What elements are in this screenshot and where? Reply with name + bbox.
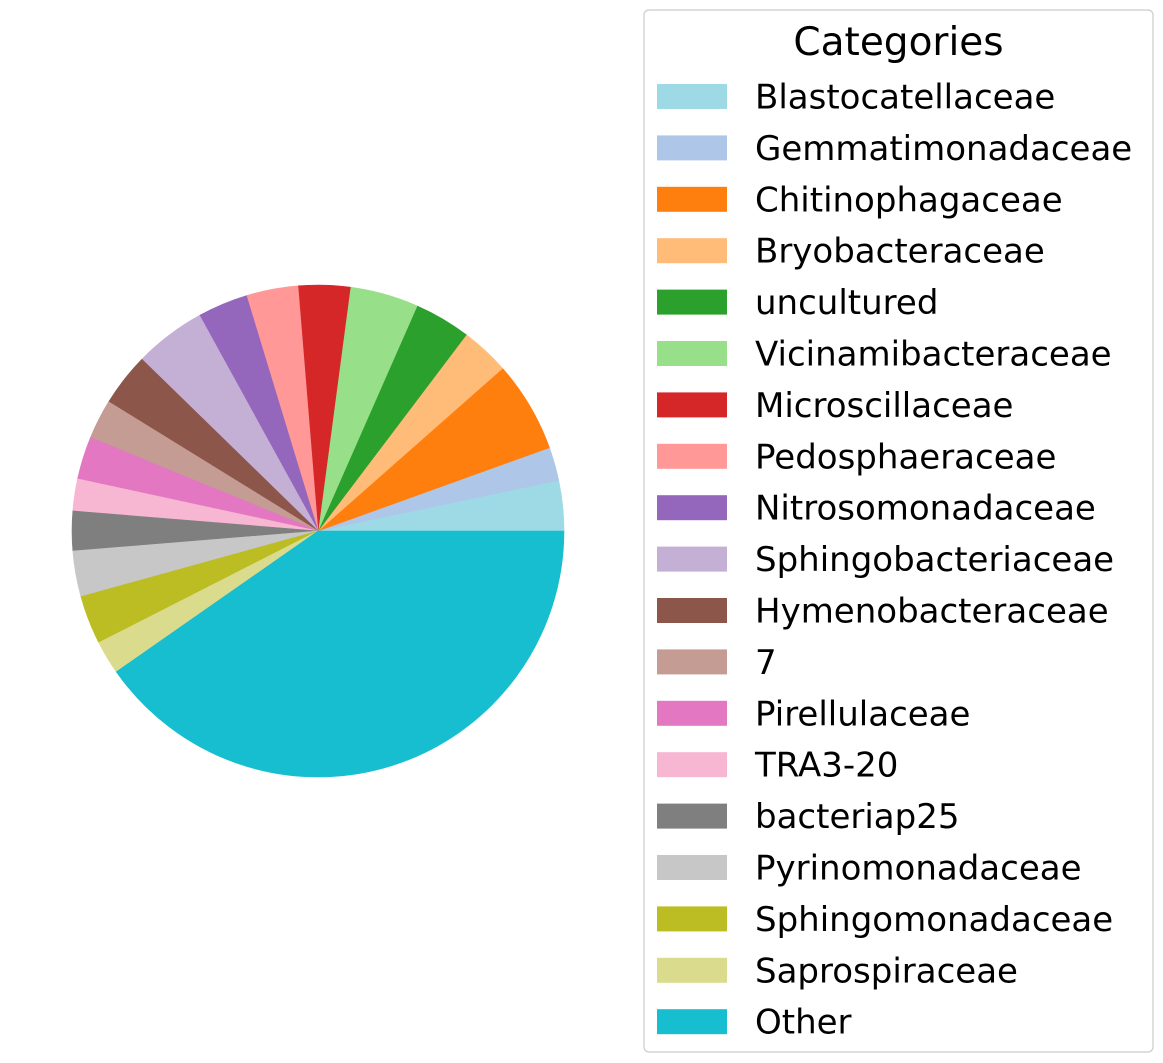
legend-item-pirellulaceae: Pirellulaceae: [657, 694, 970, 734]
legend-item-pyrinomonadaceae: Pyrinomonadaceae: [657, 849, 1082, 889]
legend-label: Pedosphaeraceae: [755, 437, 1056, 477]
legend-label: Vicinamibacteraceae: [755, 335, 1112, 375]
legend-label: Bryobacteraceae: [755, 232, 1045, 272]
legend-item-microscillaceae: Microscillaceae: [657, 386, 1013, 426]
legend-swatch: [657, 186, 727, 212]
legend-swatch: [657, 855, 727, 880]
legend-label: uncultured: [755, 283, 938, 323]
pie-slice-other: [115, 530, 565, 778]
legend: Categories Blastocatellaceae Gemmatimonad…: [643, 9, 1154, 1053]
legend-label: Chitinophagaceae: [755, 180, 1063, 220]
legend-box: [643, 9, 1154, 1053]
legend-label: Saprospiraceae: [755, 951, 1018, 991]
legend-swatch: [657, 1009, 727, 1035]
legend-swatch: [657, 803, 727, 829]
legend-swatch: [657, 443, 727, 469]
legend-swatch: [657, 700, 727, 726]
legend-label: Sphingomonadaceae: [755, 900, 1113, 940]
legend-swatch: [657, 238, 727, 264]
legend-label: Sphingobacteriaceae: [755, 540, 1114, 580]
legend-label: Nitrosomonadaceae: [755, 489, 1096, 529]
legend-swatch: [657, 341, 727, 366]
legend-item-hymenobacteraceae: Hymenobacteraceae: [657, 592, 1109, 632]
legend-label: TRA3-20: [754, 746, 898, 786]
legend-item-pedosphaeraceae: Pedosphaeraceae: [657, 437, 1056, 477]
legend-item-7: 7: [657, 643, 777, 683]
legend-swatch: [657, 495, 727, 521]
legend-label: Other: [755, 1003, 852, 1043]
legend-label: bacteriap25: [755, 797, 959, 837]
legend-swatch: [657, 135, 727, 161]
legend-swatch: [657, 289, 727, 315]
legend-swatch: [657, 957, 727, 983]
legend-item-other: Other: [657, 1003, 852, 1043]
legend-swatch: [657, 598, 727, 623]
legend-swatch: [657, 546, 727, 572]
legend-item-chitinophagaceae: Chitinophagaceae: [657, 180, 1063, 220]
legend-swatch: [657, 752, 727, 778]
legend-item-sphingobacteriaceae: Sphingobacteriaceae: [657, 540, 1114, 580]
legend-label: Pyrinomonadaceae: [755, 849, 1082, 889]
legend-item-sphingomonadaceae: Sphingomonadaceae: [657, 900, 1113, 940]
legend-label: Blastocatellaceae: [755, 78, 1055, 118]
legend-item-bryobacteraceae: Bryobacteraceae: [657, 232, 1045, 272]
legend-item-bacteriap25: bacteriap25: [657, 797, 959, 837]
legend-label: Gemmatimonadaceae: [755, 129, 1132, 169]
legend-items: Blastocatellaceae Gemmatimonadaceae Chitin…: [657, 78, 1132, 1043]
legend-label: Microscillaceae: [755, 386, 1013, 426]
legend-label: Pirellulaceae: [755, 694, 970, 734]
legend-item-uncultured: uncultured: [657, 283, 938, 323]
pie: [71, 284, 565, 778]
legend-item-gemmatimonadaceae: Gemmatimonadaceae: [657, 129, 1132, 169]
legend-label: 7: [755, 643, 777, 683]
legend-item-vicinamibacteraceae: Vicinamibacteraceae: [657, 335, 1112, 375]
legend-swatch: [657, 906, 727, 932]
legend-item-tra3-20: TRA3-20: [657, 746, 898, 786]
legend-item-blastocatellaceae: Blastocatellaceae: [657, 78, 1055, 118]
legend-swatch: [657, 392, 727, 418]
legend-swatch: [657, 84, 727, 109]
legend-item-saprospiraceae: Saprospiraceae: [657, 951, 1018, 991]
legend-swatch: [657, 649, 727, 675]
legend-label: Hymenobacteraceae: [755, 592, 1109, 632]
legend-item-nitrosomonadaceae: Nitrosomonadaceae: [657, 489, 1096, 529]
legend-title: Categories: [793, 20, 1003, 65]
